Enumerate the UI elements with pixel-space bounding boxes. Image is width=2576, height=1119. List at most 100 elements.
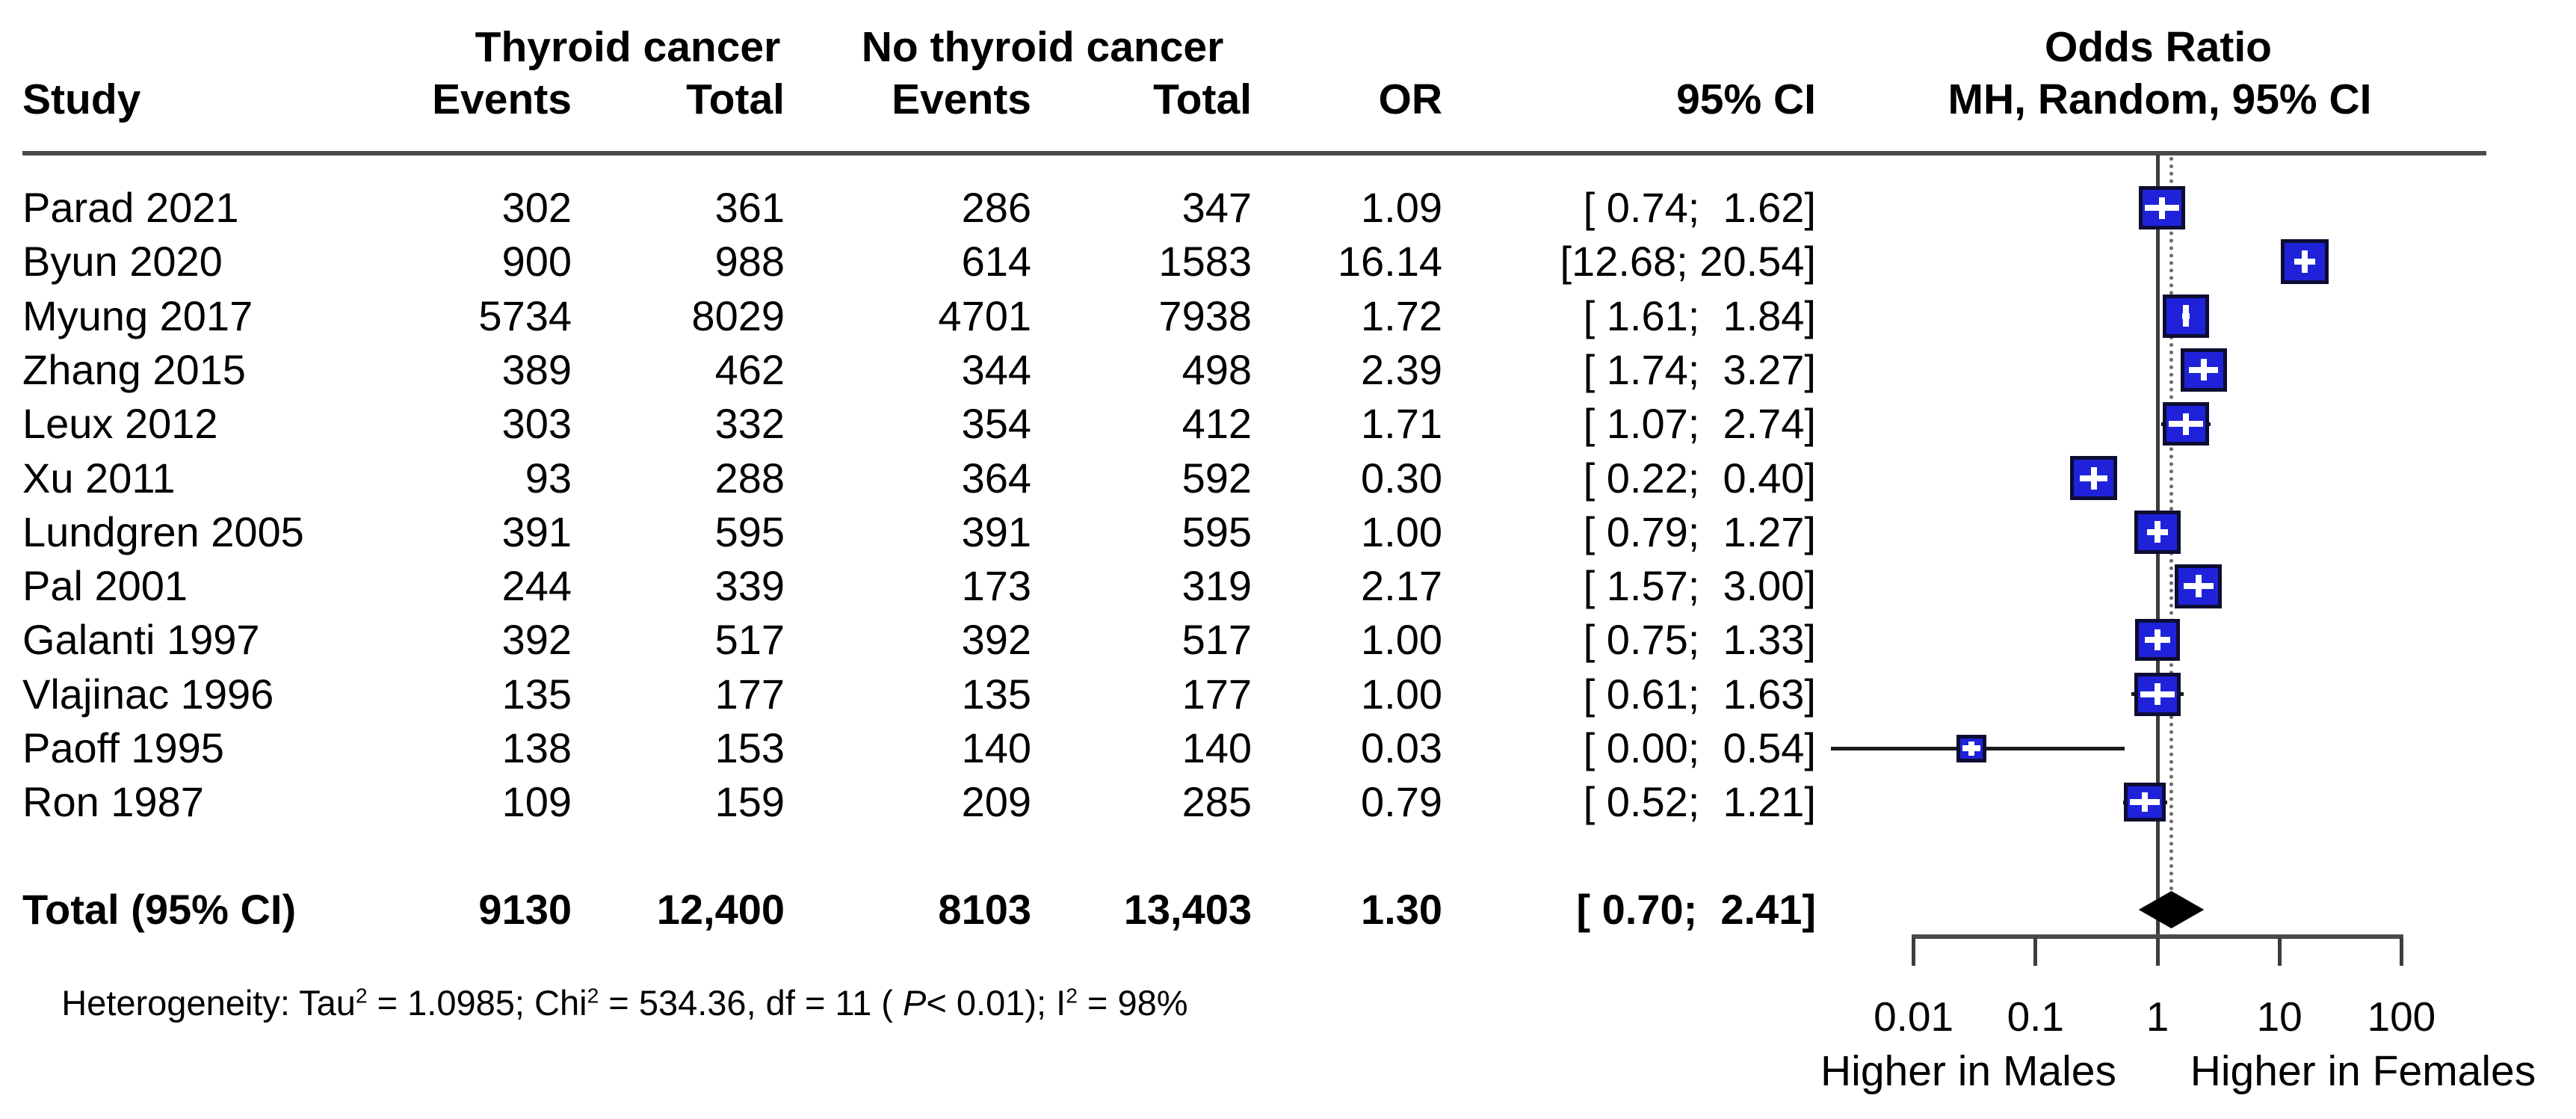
x-axis-tick [2399,937,2403,966]
pooled-diamond [2138,891,2205,928]
column-header-events-thyroid: Events [432,75,572,123]
events-thyroid-cell: 302 [501,184,572,231]
or-value-cell: 0.79 [1361,778,1442,826]
het-p-italic: P [903,983,927,1023]
het-sup2: 2 [587,983,599,1008]
x-tick-label: 1 [2146,993,2169,1040]
total-no-thyroid-cell: 412 [1182,400,1252,448]
table-row: Ron 1987 109 159 209 285 0.79 [ 0.52; 1.21] [0,775,1823,829]
ci-value-cell: [12.68; 20.54] [1560,238,1816,286]
effect-square [2134,672,2181,716]
total-thyroid-cell: 153 [714,724,785,771]
or-value-cell: 1.09 [1361,184,1442,231]
het-sup1: 2 [355,983,368,1008]
total-no-thyroid-cell: 285 [1182,778,1252,826]
table-row: Zhang 2015 389 462 344 498 2.39 [ 1.74; 3.27] [0,343,1823,397]
header-rule [22,151,2486,155]
total-thyroid-cell: 517 [714,616,785,664]
events-no-thyroid-cell: 140 [961,724,1031,771]
total-no-thyroid-cell: 140 [1182,724,1252,771]
ci-value-cell: [ 1.74; 3.27] [1583,345,1816,393]
study-name-cell: Byun 2020 [22,238,223,286]
total-or-value: 1.30 [1361,886,1442,933]
events-thyroid-cell: 5734 [478,292,572,339]
column-header-events-no-thyroid: Events [892,75,1031,123]
total-thyroid-cell: 8029 [691,292,785,339]
events-thyroid-cell: 109 [501,778,572,826]
or-value-cell: 0.30 [1361,454,1442,502]
effect-square [2070,456,2118,500]
effect-square [2124,783,2166,822]
or-value-cell: 2.17 [1361,562,1442,610]
ci-value-cell: [ 0.75; 1.33] [1583,616,1816,664]
study-name-cell: Zhang 2015 [22,345,246,393]
events-no-thyroid-cell: 4701 [938,292,1031,339]
events-no-thyroid-cell: 392 [961,616,1031,664]
het-prefix: Heterogeneity: Tau [61,983,356,1023]
total-thyroid-cell: 595 [714,508,785,555]
effect-square [2175,564,2223,608]
events-no-thyroid-cell: 364 [961,454,1031,502]
x-axis-tick [2155,937,2160,966]
plot-title-odds-ratio: Odds Ratio [2044,23,2272,71]
table-row: Galanti 1997 392 517 392 517 1.00 [ 0.75; 1.33… [0,613,1823,667]
group-header-thyroid-cancer: Thyroid cancer [475,23,781,71]
axis-label-higher-in-females: Higher in Females [2190,1047,2536,1095]
total-events-no-thyroid: 8103 [938,886,1031,933]
table-row: Pal 2001 244 339 173 319 2.17 [ 1.57; 3.00] [0,559,1823,613]
x-axis-tick [2277,937,2282,966]
study-name-cell: Parad 2021 [22,184,239,231]
events-thyroid-cell: 303 [501,400,572,448]
column-header-study: Study [22,75,141,123]
total-no-thyroid-cell: 319 [1182,562,1252,610]
total-no-thyroid-cell: 595 [1182,508,1252,555]
table-row: Paoff 1995 138 153 140 140 0.03 [ 0.00; 0.54] [0,721,1823,775]
ci-value-cell: [ 0.79; 1.27] [1583,508,1816,555]
ci-value-cell: [ 0.52; 1.21] [1583,778,1816,826]
total-no-thyroid-cell: 177 [1182,670,1252,718]
table-row: Myung 2017 5734 8029 4701 7938 1.72 [ 1.61; 1.… [0,289,1823,343]
study-name-cell: Leux 2012 [22,400,218,448]
events-no-thyroid-cell: 286 [961,184,1031,231]
or-value-cell: 2.39 [1361,345,1442,393]
table-row: Vlajinac 1996 135 177 135 177 1.00 [ 0.61; 1.6… [0,668,1823,721]
effect-square [2139,186,2186,229]
events-thyroid-cell: 389 [501,345,572,393]
events-no-thyroid-cell: 614 [961,238,1031,286]
or-value-cell: 16.14 [1337,238,1442,286]
total-total-no-thyroid: 13,403 [1123,886,1252,933]
column-header-ci: 95% CI [1676,75,1816,123]
ci-value-cell: [ 0.74; 1.62] [1583,184,1816,231]
x-tick-label: 100 [2367,993,2436,1040]
het-tail1: < 0.01); I [926,983,1066,1023]
events-no-thyroid-cell: 209 [961,778,1031,826]
het-mid2: = 534.36, df = 11 ( [599,983,904,1023]
total-total-thyroid: 12,400 [656,886,785,933]
het-sup3: 2 [1066,983,1078,1008]
table-row: Xu 2011 93 288 364 592 0.30 [ 0.22; 0.40] [0,451,1823,505]
events-no-thyroid-cell: 354 [961,400,1031,448]
ci-value-cell: [ 0.00; 0.54] [1583,724,1816,771]
events-thyroid-cell: 900 [501,238,572,286]
total-thyroid-cell: 288 [714,454,785,502]
total-ci-value: [ 0.70; 2.41] [1576,886,1816,933]
total-no-thyroid-cell: 498 [1182,345,1252,393]
total-no-thyroid-cell: 1583 [1158,238,1252,286]
total-label: Total (95% CI) [22,886,297,933]
study-name-cell: Lundgren 2005 [22,508,304,555]
effect-square [2281,239,2329,285]
x-tick-label: 10 [2256,993,2302,1040]
events-no-thyroid-cell: 135 [961,670,1031,718]
group-header-no-thyroid-cancer: No thyroid cancer [861,23,1224,71]
column-header-total-no-thyroid: Total [1153,75,1252,123]
events-no-thyroid-cell: 391 [961,508,1031,555]
total-no-thyroid-cell: 7938 [1158,292,1252,339]
events-no-thyroid-cell: 173 [961,562,1031,610]
column-header-total-thyroid: Total [686,75,785,123]
total-thyroid-cell: 339 [714,562,785,610]
study-name-cell: Myung 2017 [22,292,253,339]
or-value-cell: 1.00 [1361,508,1442,555]
study-name-cell: Ron 1987 [22,778,204,826]
events-thyroid-cell: 135 [501,670,572,718]
